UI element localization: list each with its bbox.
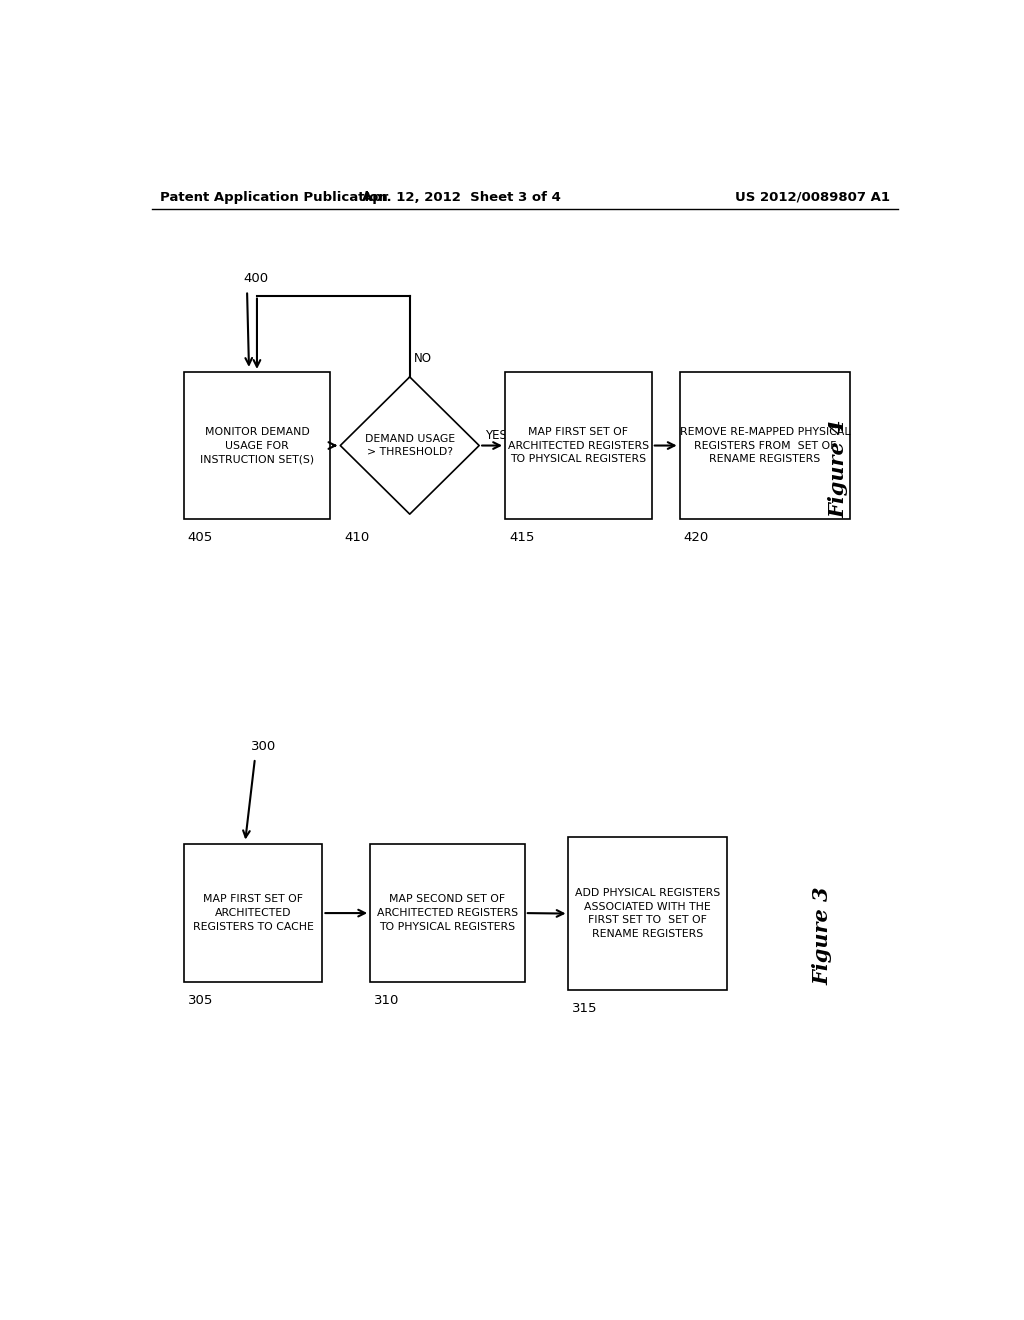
Text: Figure 3: Figure 3 [812, 887, 833, 985]
Text: ADD PHYSICAL REGISTERS
ASSOCIATED WITH THE
FIRST SET TO  SET OF
RENAME REGISTERS: ADD PHYSICAL REGISTERS ASSOCIATED WITH T… [575, 888, 721, 939]
FancyBboxPatch shape [183, 372, 331, 519]
Text: 410: 410 [344, 532, 370, 544]
Text: 400: 400 [243, 272, 268, 285]
Text: DEMAND USAGE
> THRESHOLD?: DEMAND USAGE > THRESHOLD? [365, 434, 455, 457]
Text: MAP FIRST SET OF
ARCHITECTED
REGISTERS TO CACHE: MAP FIRST SET OF ARCHITECTED REGISTERS T… [193, 895, 313, 932]
Text: 305: 305 [187, 994, 213, 1007]
FancyBboxPatch shape [505, 372, 651, 519]
FancyBboxPatch shape [183, 845, 323, 982]
Text: 420: 420 [684, 532, 709, 544]
Text: 300: 300 [251, 741, 276, 752]
FancyBboxPatch shape [568, 837, 727, 990]
Text: 315: 315 [572, 1002, 598, 1015]
Text: Patent Application Publication: Patent Application Publication [160, 191, 387, 203]
Text: MONITOR DEMAND
USAGE FOR
INSTRUCTION SET(S): MONITOR DEMAND USAGE FOR INSTRUCTION SET… [200, 426, 314, 465]
Text: 415: 415 [509, 532, 535, 544]
Text: Apr. 12, 2012  Sheet 3 of 4: Apr. 12, 2012 Sheet 3 of 4 [361, 191, 561, 203]
FancyBboxPatch shape [680, 372, 850, 519]
Text: 310: 310 [374, 994, 399, 1007]
Text: NO: NO [414, 351, 432, 364]
Text: US 2012/0089807 A1: US 2012/0089807 A1 [735, 191, 890, 203]
Text: MAP SECOND SET OF
ARCHITECTED REGISTERS
TO PHYSICAL REGISTERS: MAP SECOND SET OF ARCHITECTED REGISTERS … [377, 895, 518, 932]
Polygon shape [340, 378, 479, 515]
FancyBboxPatch shape [370, 845, 524, 982]
Text: MAP FIRST SET OF
ARCHITECTED REGISTERS
TO PHYSICAL REGISTERS: MAP FIRST SET OF ARCHITECTED REGISTERS T… [508, 426, 649, 465]
Text: Figure 4: Figure 4 [828, 420, 848, 517]
Text: 405: 405 [187, 532, 213, 544]
Text: REMOVE RE-MAPPED PHYSICAL
REGISTERS FROM  SET OF
RENAME REGISTERS: REMOVE RE-MAPPED PHYSICAL REGISTERS FROM… [680, 426, 850, 465]
Text: YES: YES [485, 429, 507, 442]
